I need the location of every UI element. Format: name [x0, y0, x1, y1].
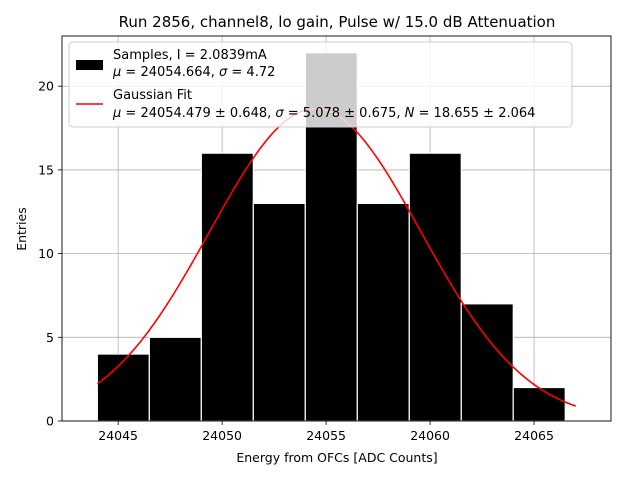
- legend-samples-sigma-text: = 4.72: [227, 65, 275, 80]
- chart-title: Run 2856, channel8, lo gain, Pulse w/ 15…: [119, 13, 556, 31]
- legend-fit-n-text: = 18.655 ± 2.064: [414, 106, 535, 121]
- x-axis-ticks: 24045 24050 24055 24060 24065: [98, 421, 554, 443]
- x-tick-label-1: 24050: [202, 428, 242, 443]
- x-tick-label-0: 24045: [98, 428, 138, 443]
- axes-frame: [61, 35, 612, 422]
- y-axis-ticks: 0 5 10 15 20: [38, 79, 62, 429]
- legend-samples-line2: μ = 24054.664, σ = 4.72: [112, 65, 275, 80]
- x-tick-label-2: 24055: [306, 428, 346, 443]
- histogram-bar-2: [200, 152, 254, 422]
- y-tick-label-4: 20: [38, 79, 54, 94]
- legend-fit-line2: μ = 24054.479 ± 0.648, σ = 5.078 ± 0.675…: [112, 106, 535, 121]
- legend-samples-mu-text: = 24054.664,: [121, 65, 219, 80]
- y-tick-label-2: 10: [38, 246, 54, 261]
- histogram-bar-8: [512, 386, 566, 422]
- legend-fit-sigma-text: = 5.078 ± 0.675,: [284, 106, 405, 121]
- histogram-bar-3: [252, 202, 306, 422]
- y-tick-label-1: 5: [46, 330, 54, 345]
- legend-fit-mu-text: = 24054.479 ± 0.648,: [121, 106, 275, 121]
- legend-fit-mu-symbol: μ: [112, 106, 121, 121]
- histogram-bar-0: [96, 353, 150, 422]
- legend-samples-swatch: [76, 60, 103, 70]
- y-tick-label-3: 15: [38, 162, 54, 177]
- y-tick-label-0: 0: [46, 414, 54, 429]
- legend: Samples, I = 2.0839mA μ = 24054.664, σ =…: [68, 41, 573, 128]
- legend-samples-mu-symbol: μ: [112, 65, 121, 80]
- x-axis-label: Energy from OFCs [ADC Counts]: [236, 450, 437, 465]
- x-tick-label-4: 24065: [514, 428, 554, 443]
- legend-fit-sigma-symbol: σ: [275, 106, 284, 121]
- histogram-bar-1: [148, 336, 202, 422]
- histogram-bar-7: [460, 303, 514, 422]
- legend-samples-line1: Samples, I = 2.0839mA: [113, 48, 267, 63]
- legend-fit-line1: Gaussian Fit: [113, 88, 192, 103]
- y-axis-label: Entries: [14, 207, 29, 251]
- legend-samples-sigma-symbol: σ: [219, 65, 228, 80]
- x-tick-label-3: 24060: [410, 428, 450, 443]
- legend-box: [68, 41, 573, 128]
- histogram-bar-5: [356, 202, 410, 422]
- legend-fit-n-symbol: N: [405, 106, 415, 121]
